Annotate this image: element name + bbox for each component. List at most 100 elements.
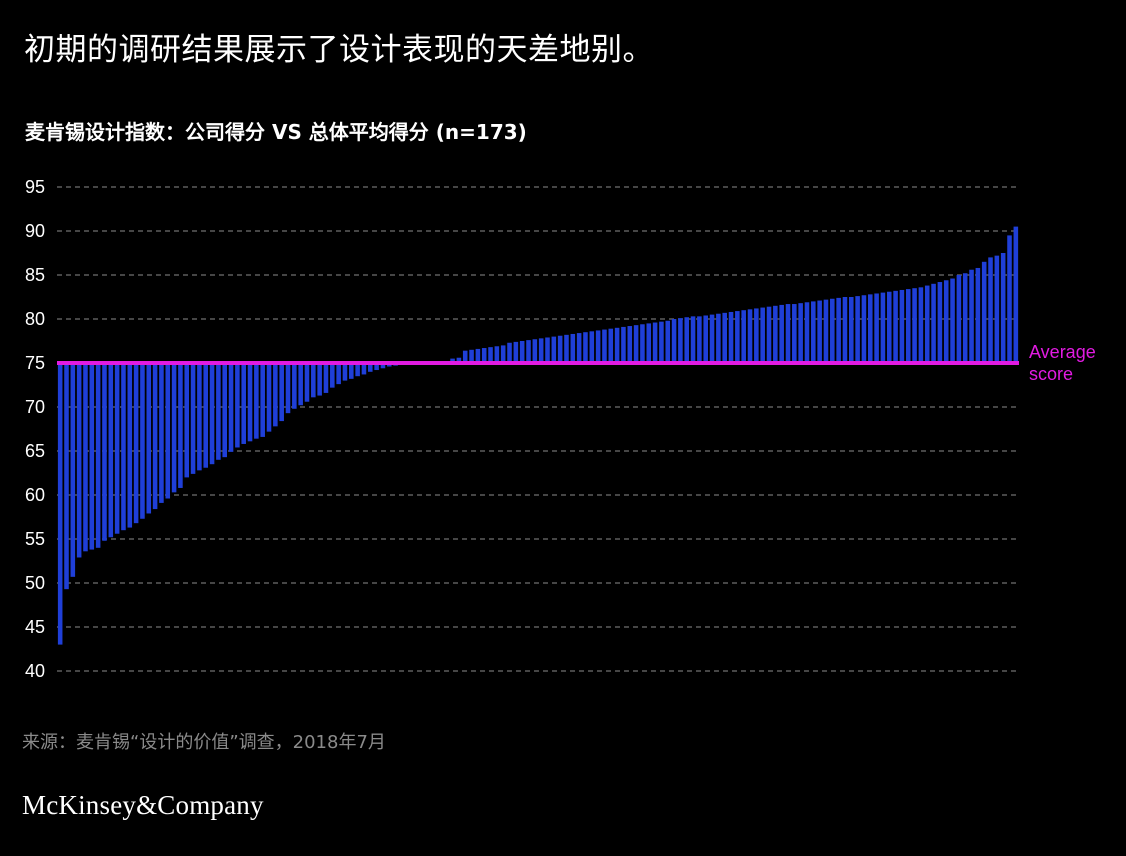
y-axis-ticks: 95 90 85 80 75 70 65 60 55 50 45 40 bbox=[25, 177, 45, 681]
bar bbox=[975, 267, 981, 363]
mckinsey-logo: McKinsey&Company bbox=[22, 790, 264, 820]
bar bbox=[355, 363, 360, 377]
bar bbox=[962, 273, 968, 363]
bar bbox=[500, 345, 506, 363]
bar bbox=[507, 342, 512, 363]
bar bbox=[323, 363, 329, 393]
bar bbox=[285, 363, 291, 414]
bar bbox=[456, 357, 462, 363]
bar bbox=[469, 349, 474, 363]
bar bbox=[886, 291, 892, 363]
average-score-label-score: score bbox=[1029, 364, 1073, 384]
bar bbox=[1000, 253, 1006, 363]
bar bbox=[551, 336, 557, 363]
y-tick-label: 50 bbox=[25, 573, 45, 593]
bar bbox=[184, 363, 190, 478]
bar bbox=[140, 363, 145, 519]
bar bbox=[228, 363, 234, 452]
bar bbox=[697, 316, 702, 363]
bar bbox=[64, 363, 69, 590]
bar bbox=[216, 363, 221, 460]
bar bbox=[981, 261, 987, 363]
bar bbox=[121, 363, 126, 531]
bar bbox=[589, 331, 595, 363]
bar bbox=[640, 324, 645, 363]
bar bbox=[931, 283, 936, 363]
bar bbox=[867, 294, 873, 363]
bar bbox=[494, 346, 500, 363]
bar bbox=[475, 348, 481, 363]
bar bbox=[804, 302, 810, 363]
bar bbox=[235, 363, 240, 448]
bar bbox=[811, 301, 816, 363]
bar bbox=[849, 297, 854, 363]
bar bbox=[918, 287, 924, 363]
bar bbox=[557, 335, 563, 363]
bar bbox=[254, 363, 259, 439]
bar bbox=[247, 363, 253, 442]
bar bbox=[83, 363, 88, 552]
bar bbox=[57, 363, 63, 645]
bar bbox=[152, 363, 158, 510]
y-tick-label: 80 bbox=[25, 309, 45, 329]
bar bbox=[792, 304, 797, 363]
bar bbox=[89, 363, 95, 550]
bar bbox=[304, 363, 310, 402]
bar bbox=[564, 334, 569, 363]
bar bbox=[766, 306, 772, 363]
bar bbox=[197, 363, 202, 471]
bar bbox=[760, 307, 765, 363]
bar bbox=[988, 257, 993, 363]
bar bbox=[374, 363, 379, 371]
bar bbox=[273, 363, 278, 427]
bar bbox=[342, 363, 348, 381]
bar bbox=[633, 325, 639, 363]
bar bbox=[823, 299, 829, 363]
bar bbox=[171, 363, 177, 493]
bar bbox=[899, 289, 905, 363]
bar bbox=[519, 341, 525, 363]
bar bbox=[462, 350, 468, 363]
bar bbox=[70, 363, 76, 577]
bar bbox=[209, 363, 215, 465]
y-tick-label: 65 bbox=[25, 441, 45, 461]
bar bbox=[665, 320, 671, 363]
bar bbox=[652, 322, 658, 363]
bar bbox=[716, 313, 721, 363]
bar bbox=[311, 363, 316, 398]
bar bbox=[570, 333, 576, 363]
bar bbox=[488, 347, 493, 363]
y-tick-label: 90 bbox=[25, 221, 45, 241]
bar bbox=[298, 363, 303, 406]
bar bbox=[146, 363, 152, 514]
bar bbox=[361, 363, 367, 375]
bar bbox=[602, 329, 607, 363]
bar bbox=[1013, 226, 1019, 363]
bar bbox=[703, 315, 708, 363]
bar bbox=[260, 363, 265, 437]
bar bbox=[336, 363, 341, 385]
bar bbox=[798, 303, 803, 363]
bar bbox=[741, 310, 746, 363]
chart-title: 麦肯锡设计指数：公司得分 VS 总体平均得分 (n=173) bbox=[25, 120, 527, 144]
y-tick-label: 45 bbox=[25, 617, 45, 637]
bar bbox=[690, 316, 696, 363]
bar bbox=[608, 328, 614, 363]
bar bbox=[956, 275, 962, 363]
page-headline: 初期的调研结果展示了设计表现的天差地别。 bbox=[24, 32, 654, 68]
bar bbox=[95, 363, 101, 548]
bar bbox=[646, 323, 652, 363]
bar bbox=[583, 332, 588, 363]
bar bbox=[754, 308, 759, 363]
bar bbox=[874, 293, 879, 363]
bar bbox=[178, 363, 183, 488]
y-tick-label: 60 bbox=[25, 485, 45, 505]
bar bbox=[127, 363, 133, 528]
bar bbox=[779, 304, 784, 363]
bar bbox=[279, 363, 284, 422]
bar bbox=[842, 297, 848, 363]
bar bbox=[830, 298, 835, 363]
bar bbox=[595, 330, 601, 363]
bar bbox=[241, 363, 246, 444]
